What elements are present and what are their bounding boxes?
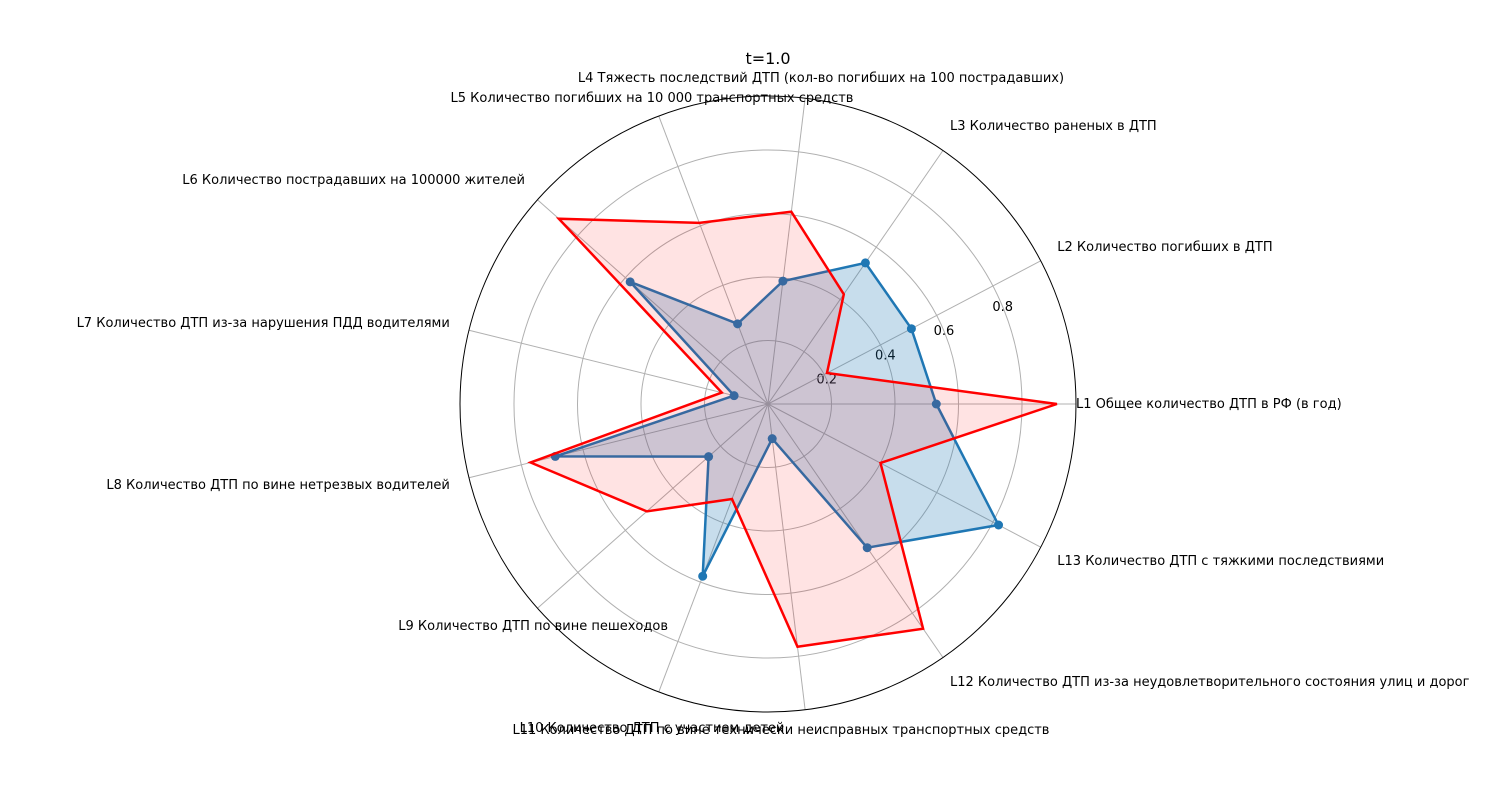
series-1-area bbox=[530, 211, 1057, 647]
spoke-line bbox=[658, 403, 769, 693]
axis-label-l10: L10 Количество ДТП с участием детей bbox=[520, 721, 785, 736]
series-0-line bbox=[554, 261, 1001, 577]
series-0-point-11 bbox=[767, 434, 777, 444]
axis-label-l9: L9 Количество ДТП по вине пешеходов bbox=[398, 619, 668, 634]
series-0-point-2 bbox=[906, 324, 916, 334]
spoke-line bbox=[767, 403, 806, 710]
axis-label-l5: L5 Количество погибших на 10 000 транспо… bbox=[451, 91, 854, 106]
axis-label-l1: L1 Общее количество ДТП в РФ (в год) bbox=[1076, 397, 1342, 412]
series-0-point-6 bbox=[625, 277, 635, 287]
axis-label-l4: L4 Тяжесть последствий ДТП (кол-во погиб… bbox=[578, 71, 1064, 86]
axis-label-l6: L6 Количество пострадавших на 100000 жит… bbox=[182, 173, 525, 188]
axis-labels: L1 Общее количество ДТП в РФ (в год) L2 К… bbox=[77, 71, 1470, 738]
outer-frame bbox=[459, 95, 1077, 713]
series-0-point-13 bbox=[994, 520, 1004, 530]
spoke-line bbox=[537, 199, 769, 405]
axis-label-l2: L2 Количество погибших в ДТП bbox=[1057, 240, 1272, 255]
series-0-point-3 bbox=[860, 258, 870, 268]
series-0-area bbox=[555, 262, 999, 577]
r-tick-label: 0.6 bbox=[934, 324, 955, 339]
series-0-point-7 bbox=[729, 391, 739, 401]
spoke-line bbox=[767, 403, 944, 658]
series-0-point-10 bbox=[698, 571, 708, 581]
axis-label-l8: L8 Количество ДТП по вине нетрезвых води… bbox=[106, 478, 449, 493]
spoke-line bbox=[767, 150, 944, 405]
spoke-line bbox=[767, 98, 806, 405]
series-0-point-1 bbox=[931, 399, 941, 409]
spoke-line bbox=[767, 260, 1041, 405]
axis-label-l3: L3 Количество раненых в ДТП bbox=[950, 119, 1157, 134]
series-0-point-9 bbox=[704, 452, 714, 462]
r-tick-label: 0.8 bbox=[992, 300, 1013, 315]
series-layer bbox=[527, 210, 1058, 649]
r-tick-label: 0.4 bbox=[875, 348, 896, 363]
series-1-line bbox=[527, 210, 1058, 649]
spoke-line bbox=[537, 403, 769, 609]
axis-label-l7: L7 Количество ДТП из-за нарушения ПДД во… bbox=[77, 316, 450, 331]
chart-title: t=1.0 bbox=[745, 49, 790, 68]
spoke-line bbox=[468, 403, 769, 479]
axis-label-l12: L12 Количество ДТП из-за неудовлетворите… bbox=[950, 675, 1470, 690]
spoke-line bbox=[658, 115, 769, 405]
radar-grid: 0.20.40.60.8 bbox=[459, 95, 1077, 713]
axis-label-l13: L13 Количество ДТП с тяжкими последствия… bbox=[1057, 554, 1384, 569]
axis-label-l11: L11 Количество ДТП по вине технически не… bbox=[513, 723, 1050, 738]
spoke-line bbox=[468, 329, 769, 405]
series-0-point-4 bbox=[778, 276, 788, 286]
series-0-point-12 bbox=[862, 543, 872, 553]
series-0-point-5 bbox=[733, 319, 743, 329]
